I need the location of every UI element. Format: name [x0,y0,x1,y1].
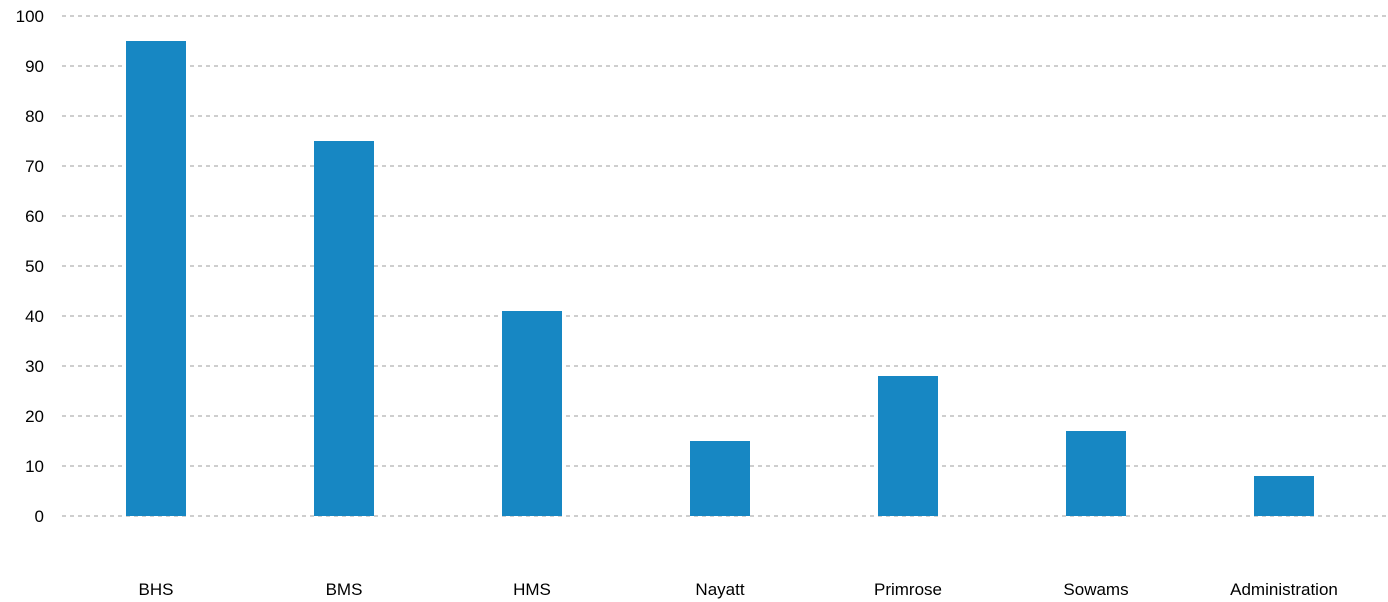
x-category-label: BHS [139,580,174,599]
y-tick-label: 80 [25,107,44,126]
x-category-label: Primrose [874,580,942,599]
y-tick-label: 30 [25,357,44,376]
y-tick-label: 0 [35,507,44,526]
bar-bms [314,141,374,516]
y-tick-label: 40 [25,307,44,326]
x-category-label: Nayatt [695,580,744,599]
y-axis-tick-labels: 0 10 20 30 40 50 60 70 80 90 100 [16,7,44,526]
y-tick-label: 70 [25,157,44,176]
bar-sowams [1066,431,1126,516]
bar-primrose [878,376,938,516]
y-tick-label: 20 [25,407,44,426]
bar-bhs [126,41,186,516]
bar-administration [1254,476,1314,516]
bar-nayatt [690,441,750,516]
x-axis-category-labels: BHS BMS HMS Nayatt Primrose Sowams Administrat… [139,580,1338,599]
bar-hms [502,311,562,516]
y-tick-label: 100 [16,7,44,26]
y-tick-label: 90 [25,57,44,76]
y-tick-label: 60 [25,207,44,226]
x-category-label: HMS [513,580,551,599]
grid-lines [62,15,1388,517]
y-tick-label: 50 [25,257,44,276]
x-category-label: Administration [1230,580,1338,599]
bars [126,41,1314,516]
y-tick-label: 10 [25,457,44,476]
x-category-label: BMS [326,580,363,599]
x-category-label: Sowams [1063,580,1128,599]
